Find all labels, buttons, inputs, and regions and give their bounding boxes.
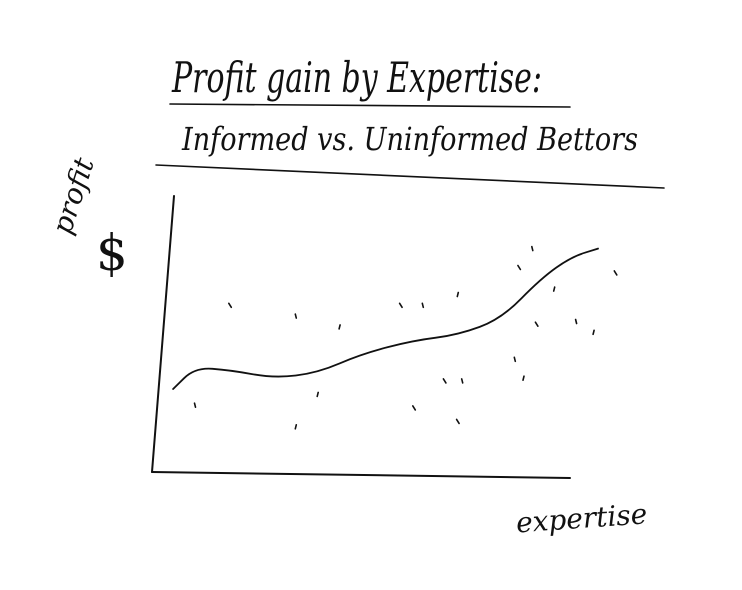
scatter-point [574, 318, 578, 325]
scatter-point [398, 302, 403, 309]
scatter-point [530, 245, 534, 252]
scatter-point [522, 375, 525, 382]
x-axis [151, 471, 571, 479]
scatter-point [456, 291, 460, 298]
trend-line [172, 247, 599, 390]
scatter-point [193, 402, 197, 409]
scatter-point [460, 378, 464, 384]
scatter-point [228, 302, 233, 309]
chart-title: Profit gain by Expertise: [171, 53, 542, 102]
scatter-point [316, 391, 320, 398]
scatter-point [442, 378, 447, 384]
scatter-point [421, 302, 425, 309]
y-axis [151, 195, 175, 473]
scatter-point [513, 356, 517, 363]
scatter-point [294, 313, 298, 319]
scatter-point [294, 423, 298, 430]
scatter-point [534, 321, 539, 328]
title-underline [169, 103, 571, 108]
chart-subtitle: Informed vs. Uninformed Bettors [181, 120, 638, 158]
scatter-points-layer [193, 245, 618, 430]
subtitle-underline [155, 164, 665, 189]
scatter-point [411, 405, 417, 411]
scatter-point [592, 329, 595, 336]
scatter-point [517, 264, 522, 271]
trend-line-layer [172, 247, 599, 390]
scatter-point [613, 270, 618, 276]
x-axis-label: expertise [515, 497, 648, 539]
scatter-point [338, 324, 341, 330]
scatter-point [552, 286, 556, 292]
y-axis-unit: $ [96, 224, 128, 282]
scatter-point [455, 418, 460, 425]
y-axis-label: profit [45, 153, 101, 238]
